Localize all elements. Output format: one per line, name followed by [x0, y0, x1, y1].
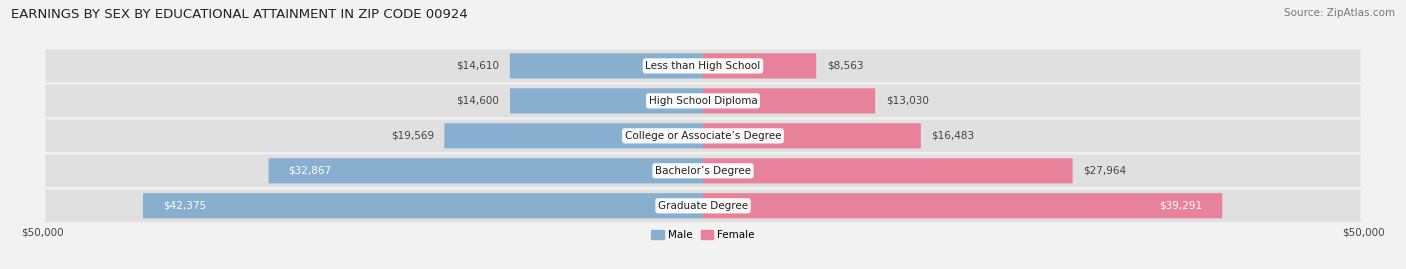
- Text: Bachelor’s Degree: Bachelor’s Degree: [655, 166, 751, 176]
- FancyBboxPatch shape: [45, 189, 1361, 222]
- Text: $42,375: $42,375: [163, 201, 205, 211]
- Text: College or Associate’s Degree: College or Associate’s Degree: [624, 131, 782, 141]
- FancyBboxPatch shape: [510, 88, 703, 114]
- Text: Graduate Degree: Graduate Degree: [658, 201, 748, 211]
- Text: $39,291: $39,291: [1160, 201, 1202, 211]
- Text: $27,964: $27,964: [1083, 166, 1126, 176]
- FancyBboxPatch shape: [444, 123, 703, 148]
- Text: EARNINGS BY SEX BY EDUCATIONAL ATTAINMENT IN ZIP CODE 00924: EARNINGS BY SEX BY EDUCATIONAL ATTAINMEN…: [11, 8, 468, 21]
- FancyBboxPatch shape: [45, 49, 1361, 82]
- Text: $16,483: $16,483: [931, 131, 974, 141]
- Text: Source: ZipAtlas.com: Source: ZipAtlas.com: [1284, 8, 1395, 18]
- FancyBboxPatch shape: [703, 193, 1222, 218]
- Text: $13,030: $13,030: [886, 96, 928, 106]
- FancyBboxPatch shape: [510, 53, 703, 79]
- FancyBboxPatch shape: [143, 193, 703, 218]
- FancyBboxPatch shape: [45, 84, 1361, 117]
- Text: $32,867: $32,867: [288, 166, 332, 176]
- FancyBboxPatch shape: [269, 158, 703, 183]
- FancyBboxPatch shape: [45, 154, 1361, 187]
- FancyBboxPatch shape: [703, 158, 1073, 183]
- Text: Less than High School: Less than High School: [645, 61, 761, 71]
- FancyBboxPatch shape: [703, 88, 875, 114]
- FancyBboxPatch shape: [703, 123, 921, 148]
- Text: High School Diploma: High School Diploma: [648, 96, 758, 106]
- Text: $8,563: $8,563: [827, 61, 863, 71]
- Text: $14,600: $14,600: [457, 96, 499, 106]
- Legend: Male, Female: Male, Female: [647, 226, 759, 244]
- FancyBboxPatch shape: [45, 119, 1361, 152]
- Text: $19,569: $19,569: [391, 131, 434, 141]
- Text: $14,610: $14,610: [457, 61, 499, 71]
- FancyBboxPatch shape: [703, 53, 815, 79]
